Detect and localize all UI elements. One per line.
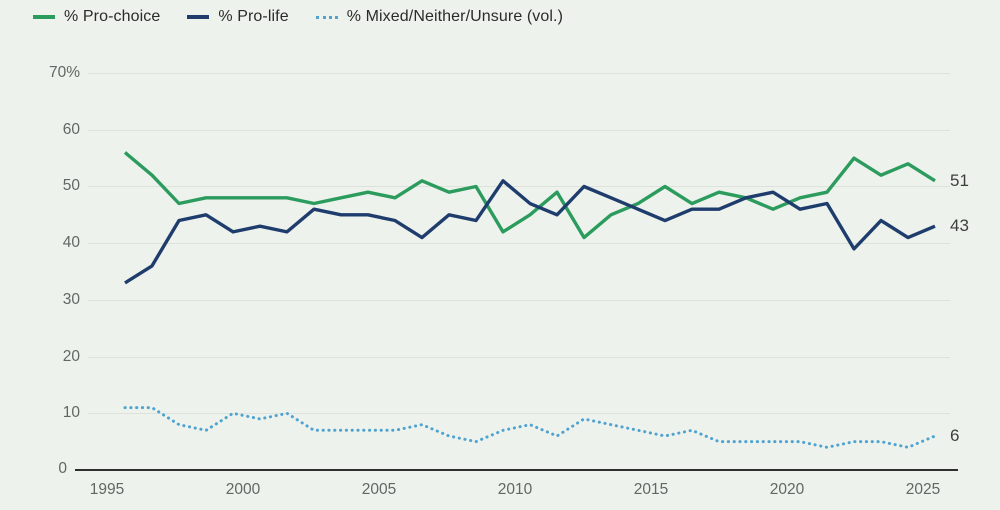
x-axis-line [75,469,958,471]
y-tick-label: 60 [62,121,80,138]
legend-item-pro-choice: % Pro-choice [33,8,160,26]
x-tick-label: 2005 [361,481,397,498]
y-tick-label: 70% [48,64,80,81]
gridline [88,186,950,187]
y-tick-label: 50 [62,177,80,194]
pro-life-end-value: 43 [950,216,969,235]
gridline [88,300,950,301]
gridline [88,73,950,74]
legend-label: % Mixed/Neither/Unsure (vol.) [346,8,564,25]
x-tick-label: 1995 [89,481,125,498]
legend-label: % Pro-choice [64,8,161,25]
y-tick-label: 20 [62,348,80,365]
legend-item-pro-life: % Pro-life [187,8,289,26]
chart-legend: % Pro-choice % Pro-life % Mixed/Neither/… [33,8,563,26]
pro-choice-end-value: 51 [950,171,969,190]
y-tick-label: 0 [58,460,67,477]
gridline [88,357,950,358]
mixed-end-value: 6 [950,426,960,445]
x-tick-label: 2000 [225,481,261,498]
x-tick-label: 2010 [497,481,533,498]
mixed-dotted-line-icon [315,15,338,19]
y-tick-label: 10 [62,404,80,421]
y-tick-label: 30 [62,291,80,308]
gridline [88,413,950,414]
-pro-choiceline [123,151,936,240]
x-tick-label: 2020 [769,481,805,498]
pro-life-line-icon [187,15,210,19]
gridline [88,130,950,131]
legend-label: % Pro-life [218,8,289,25]
gridline [88,243,950,244]
legend-item-mixed: % Mixed/Neither/Unsure (vol.) [315,8,564,26]
-pro-lifeline [124,179,936,285]
y-tick-label: 40 [62,234,80,251]
-mixed-neither-unsure-vol-line [123,406,937,449]
x-tick-label: 2025 [905,481,941,498]
x-tick-label: 2015 [633,481,669,498]
pro-choice-line-icon [33,15,55,19]
